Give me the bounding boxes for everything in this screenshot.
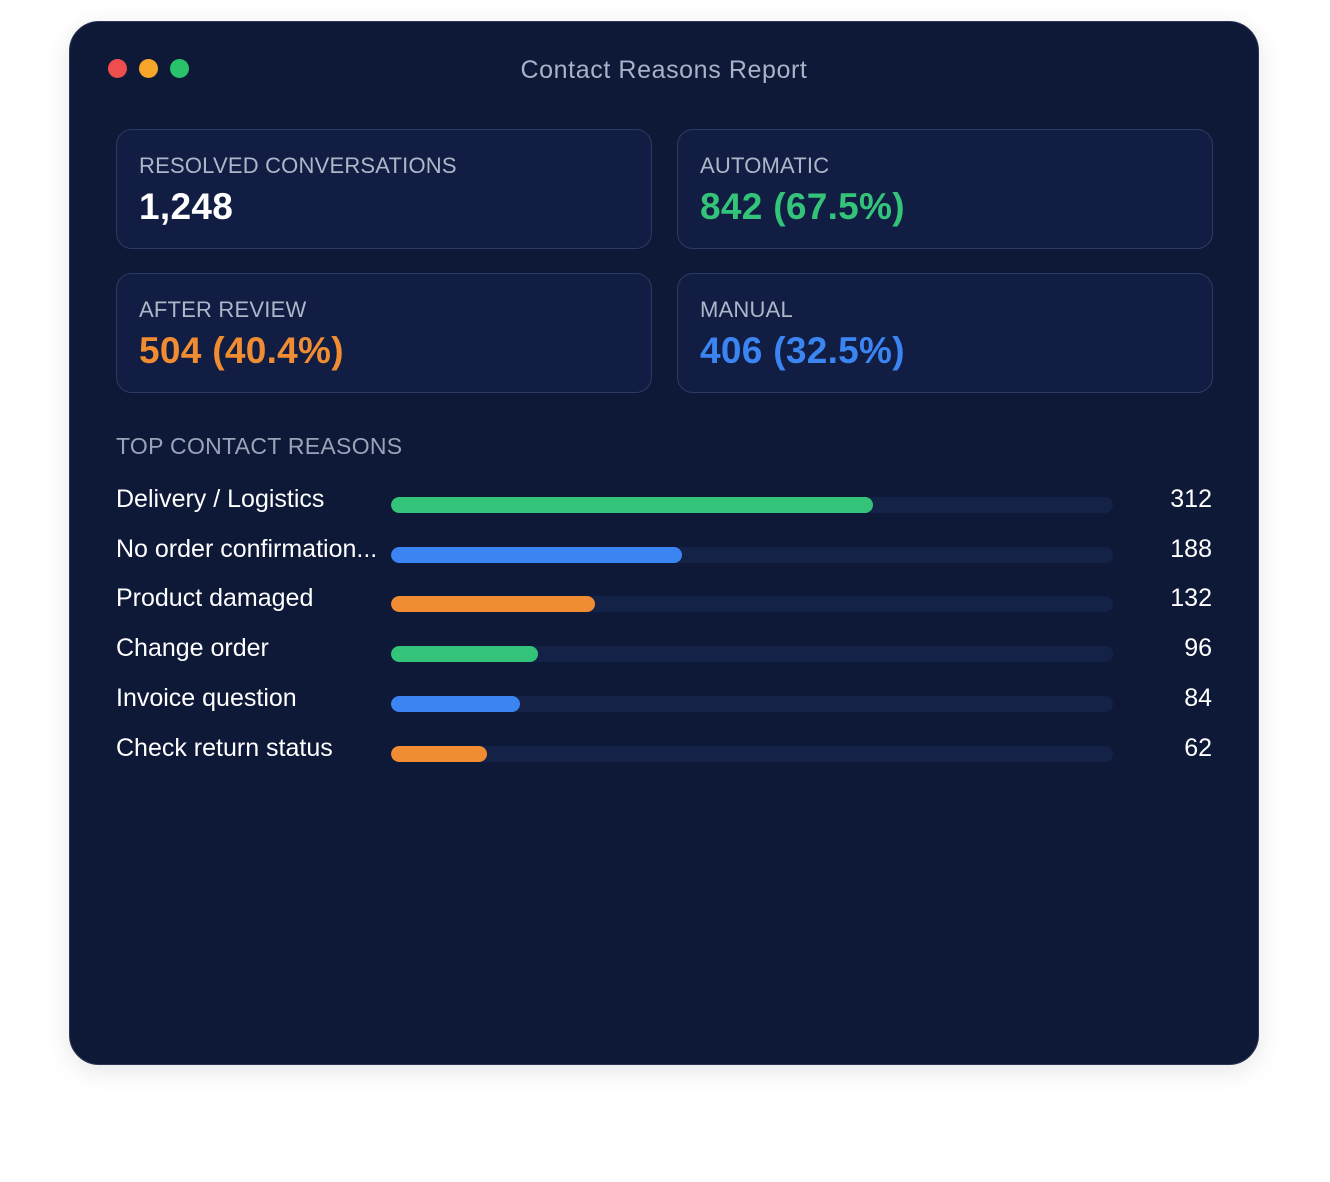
reason-label: Delivery / Logistics — [116, 485, 325, 513]
card-value: 842 (67.5%) — [700, 186, 905, 227]
reason-bar-fill — [391, 696, 520, 712]
card-label: AUTOMATIC — [700, 153, 830, 178]
card-label: MANUAL — [700, 297, 793, 322]
reason-bar-fill — [391, 497, 873, 513]
maximize-window-button[interactable] — [170, 59, 189, 78]
reason-count: 62 — [1184, 734, 1212, 762]
reason-label: Change order — [116, 634, 269, 662]
reason-row: Check return status 62 — [70, 734, 1258, 784]
reason-bar-fill — [391, 646, 539, 662]
after-review-card: AFTER REVIEW 504 (40.4%) — [116, 273, 652, 393]
reason-bar-track — [391, 696, 1113, 712]
reason-row: Product damaged 132 — [70, 584, 1258, 634]
reason-bar-track — [391, 497, 1113, 513]
manual-card: MANUAL 406 (32.5%) — [677, 273, 1213, 393]
reason-count: 312 — [1170, 485, 1212, 513]
reason-count: 188 — [1170, 535, 1212, 563]
reason-count: 132 — [1170, 584, 1212, 612]
resolved-conversations-card: RESOLVED CONVERSATIONS 1,248 — [116, 129, 652, 249]
reason-bar-track — [391, 547, 1113, 563]
automatic-card: AUTOMATIC 842 (67.5%) — [677, 129, 1213, 249]
window-title: Contact Reasons Report — [520, 56, 808, 84]
card-label: RESOLVED CONVERSATIONS — [139, 153, 457, 178]
reason-bar-fill — [391, 746, 488, 762]
reason-bar-fill — [391, 547, 682, 563]
reason-row: No order confirmation... 188 — [70, 535, 1258, 585]
reason-row: Invoice question 84 — [70, 684, 1258, 734]
reason-label: No order confirmation... — [116, 535, 378, 563]
reason-label: Product damaged — [116, 584, 314, 612]
reason-bar-track — [391, 646, 1113, 662]
top-contact-reasons-title: TOP CONTACT REASONS — [116, 433, 403, 459]
reason-bar-track — [391, 596, 1113, 612]
card-value: 1,248 — [139, 186, 234, 227]
card-label: AFTER REVIEW — [139, 297, 307, 322]
report-window: Contact Reasons Report RESOLVED CONVERSA… — [69, 21, 1259, 1065]
card-value: 504 (40.4%) — [139, 330, 344, 371]
close-window-button[interactable] — [108, 59, 127, 78]
minimize-window-button[interactable] — [139, 59, 158, 78]
reason-bar-track — [391, 746, 1113, 762]
reason-row: Delivery / Logistics 312 — [70, 485, 1258, 535]
reason-count: 96 — [1184, 634, 1212, 662]
reason-row: Change order 96 — [70, 634, 1258, 684]
reason-label: Check return status — [116, 734, 333, 762]
card-value: 406 (32.5%) — [700, 330, 905, 371]
reason-count: 84 — [1184, 684, 1212, 712]
reason-label: Invoice question — [116, 684, 297, 712]
reason-bar-fill — [391, 596, 596, 612]
